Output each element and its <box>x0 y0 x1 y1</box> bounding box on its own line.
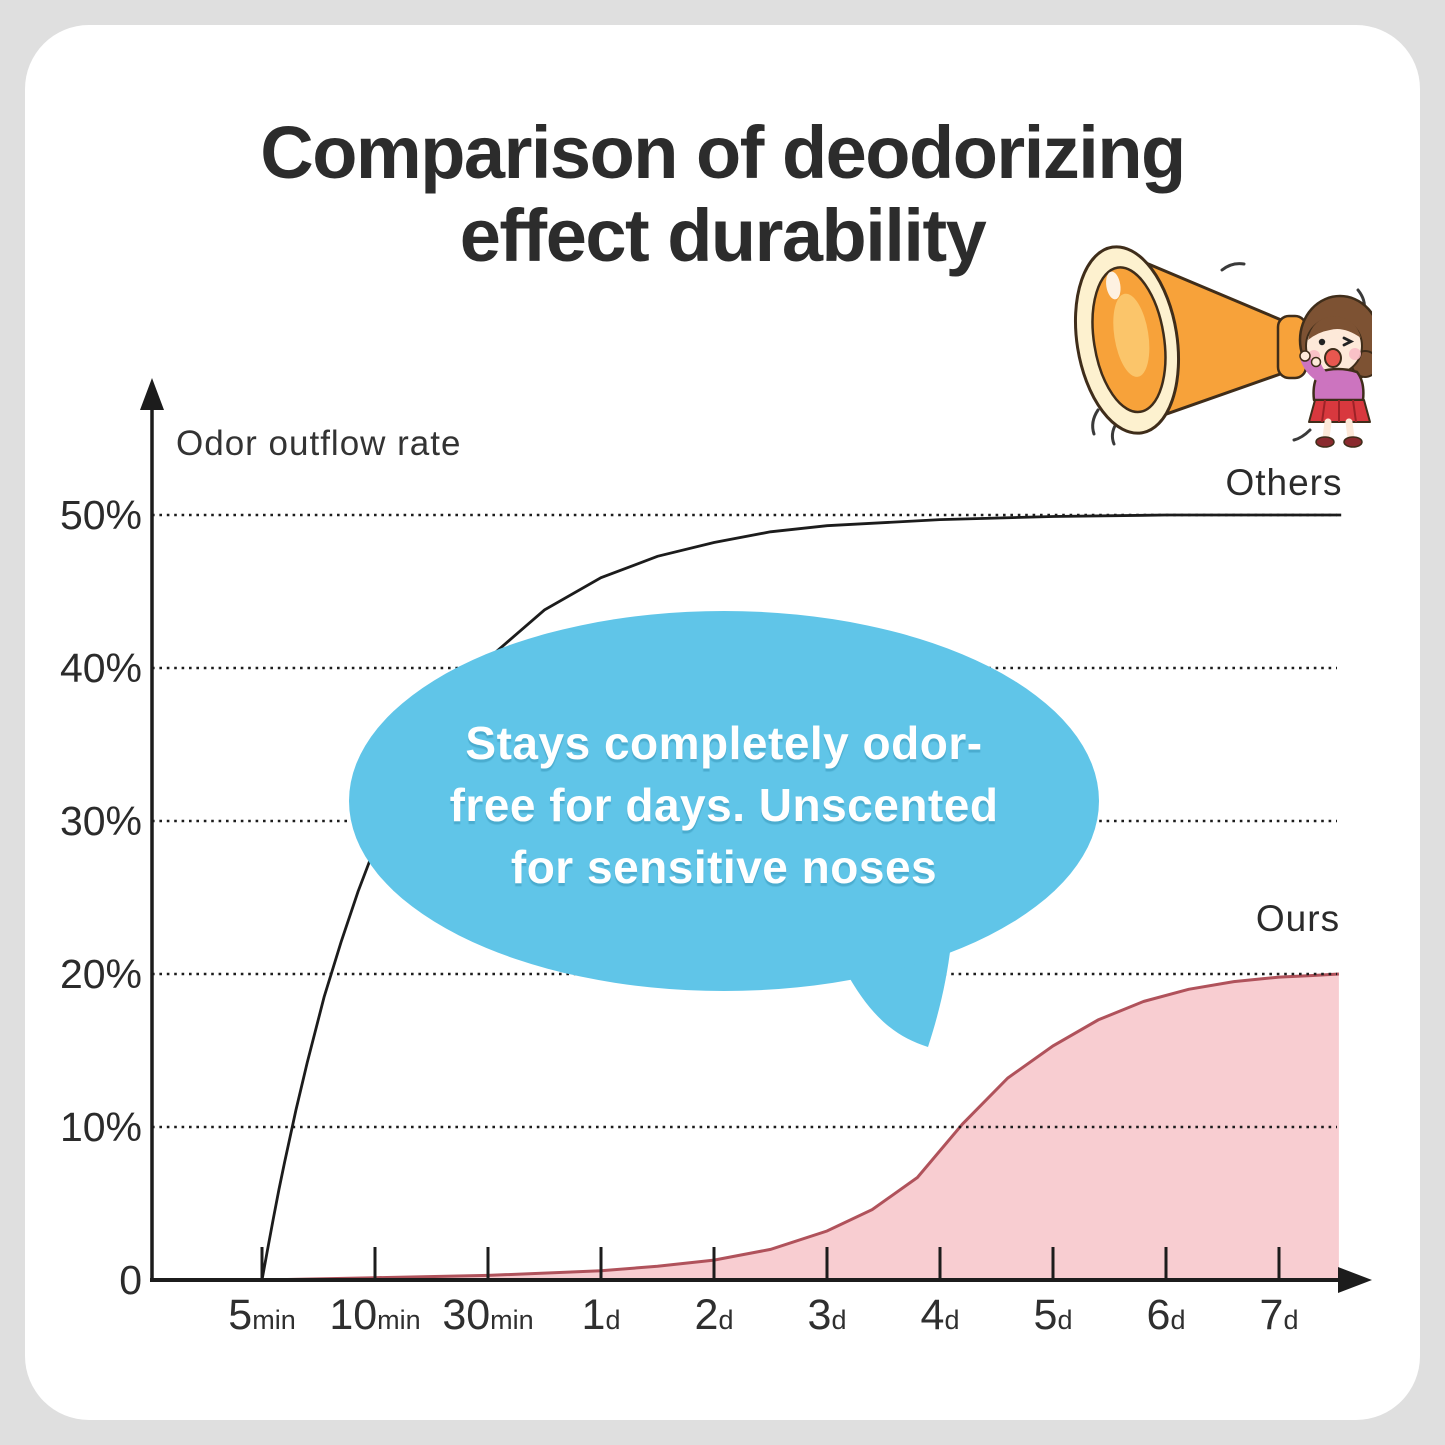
girl-illustration <box>1298 294 1372 448</box>
bubble-line-1: Stays completely odor- <box>465 717 983 769</box>
x-ticks <box>260 1247 1281 1279</box>
y-tick-label-40%: 40% <box>59 645 142 691</box>
ours-curve <box>261 972 1339 1282</box>
x-tick-label-10min: 10 min <box>329 1291 421 1339</box>
y-tick-label-50%: 50% <box>59 492 142 538</box>
speech-bubble <box>349 611 1099 1047</box>
ours-series-label: Ours <box>1255 898 1341 939</box>
y-tick-label-30%: 30% <box>59 798 142 844</box>
x-tick-label-5min: 5 min <box>228 1291 296 1339</box>
megaphone-girl-illustration <box>1073 245 1372 448</box>
y-tick-label-0: 0 <box>119 1257 142 1303</box>
y-tick-label-20%: 20% <box>59 951 142 997</box>
title-line-1: Comparison of deodorizing <box>260 111 1186 194</box>
y-axis-arrow-icon <box>140 378 164 410</box>
page-title: Comparison of deodorizing effect durabil… <box>0 111 1445 278</box>
ours-area <box>262 974 1339 1280</box>
x-axis-arrow-icon <box>1338 1267 1372 1293</box>
speech-bubble-text: Stays completely odor- free for days. Un… <box>394 712 1054 898</box>
bubble-line-3: for sensitive noses <box>510 841 938 893</box>
bubble-line-2: free for days. Unscented <box>449 779 999 831</box>
title-line-2: effect durability <box>459 193 987 277</box>
speech-bubble-body <box>349 611 1099 991</box>
others-series-label: Others <box>1225 462 1343 503</box>
megaphone-icon <box>1073 245 1330 435</box>
y-axis-title: Odor outflow rate <box>176 424 462 463</box>
x-tick-label-30min: 30 min <box>442 1291 534 1339</box>
y-tick-label-10%: 10% <box>59 1104 142 1150</box>
